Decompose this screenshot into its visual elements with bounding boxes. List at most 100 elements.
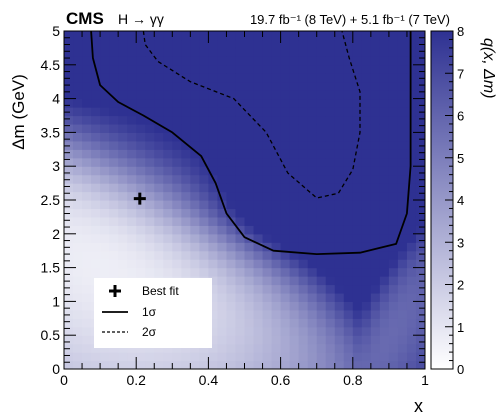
heatmap-cell (253, 259, 264, 269)
heatmap-cell (154, 107, 164, 117)
x-tick-label: 0.2 (126, 372, 146, 388)
heatmap-cell (397, 90, 408, 100)
heatmap-cell (379, 47, 390, 57)
heatmap-cell (208, 132, 219, 142)
heatmap-cell (406, 149, 417, 159)
heatmap-cell (289, 47, 300, 57)
heatmap-cell (325, 183, 336, 193)
heatmap-cell (352, 64, 363, 74)
heatmap-cell (262, 166, 273, 176)
heatmap-cell (109, 64, 119, 74)
heatmap-cell (370, 250, 381, 260)
heatmap-cell (415, 31, 425, 41)
heatmap-cell (343, 200, 354, 210)
heatmap-cell (298, 242, 309, 252)
heatmap-cell (307, 191, 318, 201)
heatmap-cell (118, 183, 128, 193)
heatmap-cell (388, 107, 399, 117)
heatmap-cell (100, 149, 110, 159)
heatmap-cell (208, 183, 219, 193)
heatmap-cell (262, 132, 273, 142)
heatmap-cell (118, 47, 128, 57)
heatmap-cell (181, 81, 191, 91)
heatmap-cell (343, 56, 354, 66)
heatmap-cell (199, 267, 209, 277)
heatmap-cell (217, 233, 228, 243)
heatmap-cell (73, 276, 83, 286)
heatmap-cell (307, 174, 318, 184)
heatmap-cell (199, 64, 209, 74)
heatmap-cell (163, 90, 173, 100)
heatmap-cell (253, 183, 264, 193)
heatmap-cell (262, 64, 273, 74)
heatmap-cell (343, 292, 354, 302)
heatmap-cell (298, 191, 309, 201)
heatmap-cell (190, 267, 200, 277)
heatmap-cell (370, 318, 381, 328)
heatmap-cell (262, 301, 273, 311)
heatmap-cell (262, 242, 273, 252)
heatmap-cell (208, 267, 219, 277)
heatmap-cell (361, 31, 372, 41)
heatmap-cell (64, 191, 74, 201)
heatmap-cell (181, 47, 191, 57)
heatmap-cell (415, 174, 425, 184)
heatmap-cell (415, 149, 425, 159)
heatmap-cell (100, 343, 110, 353)
heatmap-cell (235, 183, 246, 193)
heatmap-cell (64, 200, 74, 210)
heatmap-cell (64, 132, 74, 142)
heatmap-cell (397, 31, 408, 41)
heatmap-cell (280, 166, 291, 176)
heatmap-cell (379, 166, 390, 176)
heatmap-cell (406, 352, 417, 362)
heatmap-cell (199, 360, 209, 369)
heatmap-cell (361, 149, 372, 159)
heatmap-cell (343, 123, 354, 133)
heatmap-cell (397, 200, 408, 210)
heatmap-cell (370, 140, 381, 150)
heatmap-cell (145, 250, 155, 260)
heatmap-cell (334, 250, 345, 260)
heatmap-cell (298, 250, 309, 260)
heatmap-cell (415, 343, 425, 353)
heatmap-cell (316, 191, 327, 201)
heatmap-cell (118, 73, 128, 83)
heatmap-cell (64, 233, 74, 243)
heatmap-cell (289, 191, 300, 201)
heatmap-cell (253, 149, 264, 159)
heatmap-cell (136, 149, 146, 159)
heatmap-cell (370, 31, 381, 41)
heatmap-cell (307, 123, 318, 133)
heatmap-cell (262, 191, 273, 201)
heatmap-cell (289, 335, 300, 345)
heatmap-cell (289, 292, 300, 302)
heatmap-cell (190, 174, 200, 184)
heatmap-cell (415, 276, 425, 286)
heatmap-cell (190, 39, 200, 49)
heatmap-cell (244, 292, 255, 302)
heatmap-cell (118, 140, 128, 150)
heatmap-cell (145, 149, 155, 159)
heatmap-cell (262, 343, 273, 353)
y-tick-label: 1.5 (41, 260, 61, 276)
heatmap-cell (217, 343, 228, 353)
heatmap-cell (343, 216, 354, 226)
heatmap-cell (388, 343, 399, 353)
heatmap-cell (271, 107, 282, 117)
heatmap-cell (127, 208, 137, 218)
heatmap-cell (316, 267, 327, 277)
heatmap-cell (361, 284, 372, 294)
heatmap-cell (235, 174, 246, 184)
heatmap-cell (406, 47, 417, 57)
y-axis: 00.511.522.533.544.55 (41, 23, 425, 377)
heatmap-cell (280, 225, 291, 235)
heatmap-cell (361, 98, 372, 108)
heatmap-cell (73, 343, 83, 353)
heatmap-cell (91, 208, 101, 218)
heatmap-cell (298, 107, 309, 117)
heatmap-cell (343, 343, 354, 353)
heatmap-cell (127, 259, 137, 269)
heatmap-cell (361, 200, 372, 210)
